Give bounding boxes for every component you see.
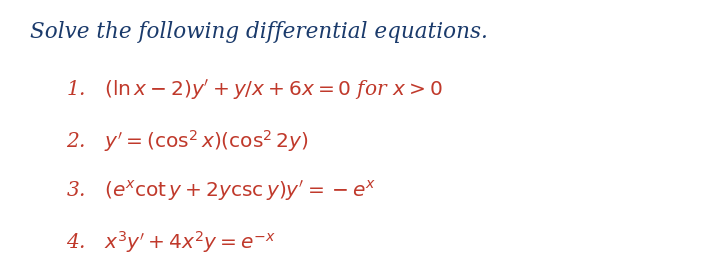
Text: 1.   $(\ln x - 2)y' + y/x + 6x = 0$ for $x > 0$: 1. $(\ln x - 2)y' + y/x + 6x = 0$ for $x…	[67, 78, 443, 102]
Text: 3.   $(e^x \cot y + 2y\csc y)y' = -e^x$: 3. $(e^x \cot y + 2y\csc y)y' = -e^x$	[67, 179, 376, 203]
Text: 2.   $y' = (\cos^2 x)(\cos^2 2y)$: 2. $y' = (\cos^2 x)(\cos^2 2y)$	[67, 128, 308, 154]
Text: Solve the following differential equations.: Solve the following differential equatio…	[30, 20, 488, 43]
Text: 4.   $x^3y' + 4x^2y = e^{-x}$: 4. $x^3y' + 4x^2y = e^{-x}$	[67, 230, 277, 255]
